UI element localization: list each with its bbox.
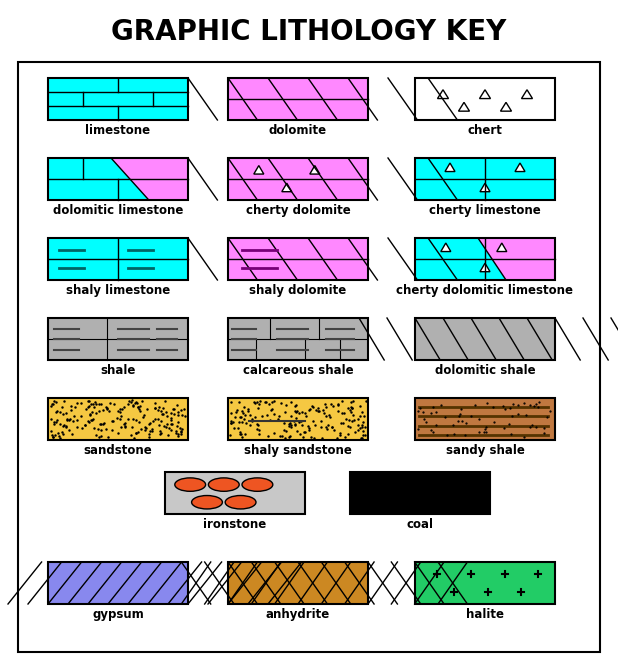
Bar	[165, 472, 305, 514]
Bar	[415, 562, 555, 604]
Text: chert: chert	[468, 124, 502, 137]
Bar	[228, 562, 368, 604]
Text: sandstone: sandstone	[83, 444, 153, 457]
Polygon shape	[111, 158, 188, 200]
Polygon shape	[522, 90, 533, 98]
Bar	[48, 318, 188, 360]
Polygon shape	[310, 165, 320, 174]
Bar	[48, 78, 188, 120]
Bar	[350, 472, 490, 514]
Text: coal: coal	[407, 518, 433, 531]
Bar	[415, 398, 555, 440]
Text: gypsum: gypsum	[92, 608, 144, 621]
Bar	[228, 158, 368, 200]
Text: anhydrite: anhydrite	[266, 608, 330, 621]
Bar	[415, 78, 555, 120]
Bar	[415, 238, 555, 280]
Bar	[228, 238, 368, 280]
Text: limestone: limestone	[85, 124, 151, 137]
Bar	[48, 158, 188, 200]
Text: cherty dolomitic limestone: cherty dolomitic limestone	[397, 284, 574, 297]
Bar	[228, 398, 368, 440]
Text: halite: halite	[466, 608, 504, 621]
Polygon shape	[254, 165, 264, 174]
Bar	[228, 398, 368, 440]
Polygon shape	[497, 243, 507, 251]
Text: shaly sandstone: shaly sandstone	[244, 444, 352, 457]
Polygon shape	[480, 263, 490, 272]
Bar	[48, 78, 188, 120]
Text: GRAPHIC LITHOLOGY KEY: GRAPHIC LITHOLOGY KEY	[111, 18, 507, 46]
Text: cherty dolomite: cherty dolomite	[245, 204, 350, 217]
Ellipse shape	[225, 496, 256, 509]
Bar	[228, 562, 368, 604]
Text: cherty limestone: cherty limestone	[429, 204, 541, 217]
Ellipse shape	[192, 496, 222, 509]
Bar	[48, 158, 188, 200]
Polygon shape	[445, 163, 455, 172]
Text: shale: shale	[100, 364, 136, 377]
Text: dolomite: dolomite	[269, 124, 327, 137]
Bar	[415, 238, 555, 280]
Bar	[228, 238, 368, 280]
Polygon shape	[459, 103, 470, 111]
Text: calcareous shale: calcareous shale	[243, 364, 353, 377]
Bar	[228, 78, 368, 120]
Bar	[415, 78, 555, 120]
Bar	[415, 562, 555, 604]
Bar	[165, 472, 305, 514]
Bar	[18, 62, 600, 652]
Bar	[415, 318, 555, 360]
Polygon shape	[480, 90, 491, 98]
Bar	[48, 398, 188, 440]
Ellipse shape	[242, 478, 273, 491]
Bar	[48, 562, 188, 604]
Ellipse shape	[175, 478, 206, 491]
Polygon shape	[480, 183, 490, 192]
Bar	[48, 318, 188, 360]
Bar	[48, 562, 188, 604]
Bar	[415, 158, 555, 200]
Polygon shape	[478, 238, 555, 280]
Polygon shape	[441, 243, 451, 251]
Text: shaly limestone: shaly limestone	[66, 284, 170, 297]
Bar	[415, 158, 555, 200]
Polygon shape	[438, 90, 449, 98]
Ellipse shape	[208, 478, 239, 491]
Text: dolomitic shale: dolomitic shale	[434, 364, 535, 377]
Bar	[228, 78, 368, 120]
Text: sandy shale: sandy shale	[446, 444, 525, 457]
Polygon shape	[501, 103, 512, 111]
Bar	[415, 398, 555, 440]
Bar	[350, 472, 490, 514]
Text: ironstone: ironstone	[203, 518, 266, 531]
Text: shaly dolomite: shaly dolomite	[250, 284, 347, 297]
Bar	[48, 238, 188, 280]
Bar	[48, 238, 188, 280]
Text: dolomitic limestone: dolomitic limestone	[53, 204, 183, 217]
Polygon shape	[515, 163, 525, 172]
Bar	[415, 318, 555, 360]
Bar	[228, 318, 368, 360]
Bar	[228, 158, 368, 200]
Bar	[48, 398, 188, 440]
Polygon shape	[282, 183, 292, 192]
Bar	[228, 318, 368, 360]
